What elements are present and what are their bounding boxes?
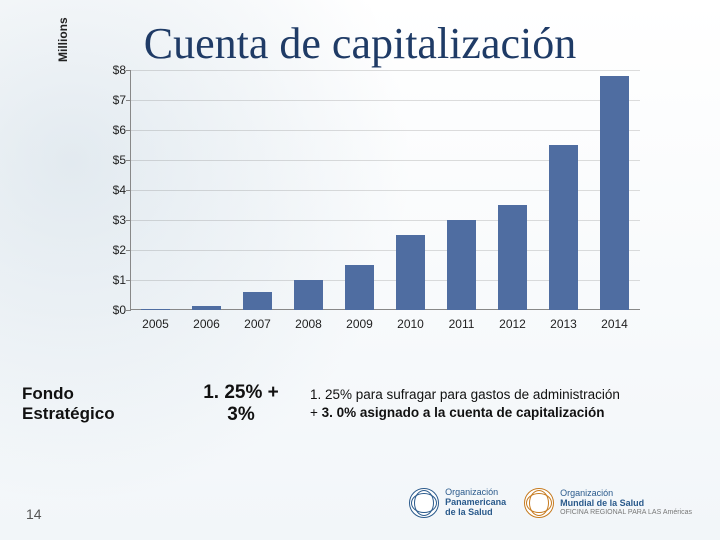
y-axis-title: Millions [56, 17, 70, 62]
bar [396, 235, 424, 310]
who-logo-text: Organización Mundial de la Salud OFICINA… [560, 489, 692, 516]
paho-logo-text: Organización Panamericana de la Salud [445, 488, 506, 518]
x-tick-label: 2014 [601, 317, 628, 331]
bar [141, 309, 169, 311]
info-row: Fondo Estratégico 1. 25% + 3% 1. 25% par… [22, 378, 698, 430]
bar [294, 280, 322, 310]
x-tick-label: 2010 [397, 317, 424, 331]
y-tick-mark [126, 310, 131, 311]
bars-container [130, 70, 640, 310]
fund-name-line2: Estratégico [22, 404, 115, 423]
desc-line2-prefix: + [310, 405, 322, 420]
paho-emblem-icon [409, 488, 439, 518]
x-tick-label: 2012 [499, 317, 526, 331]
x-tick-label: 2011 [449, 317, 475, 331]
pct-line1: 1. 25% + [203, 382, 279, 403]
bar [549, 145, 577, 310]
description: 1. 25% para sufragar para gastos de admi… [310, 386, 698, 421]
bar-chart: Millions $0$1$2$3$4$5$6$7$8 200520062007… [80, 60, 660, 350]
x-tick-label: 2008 [295, 317, 322, 331]
page-number: 14 [26, 506, 42, 522]
footer-logos: Organización Panamericana de la Salud Or… [409, 488, 692, 518]
y-tick-label: $7 [92, 93, 126, 107]
x-tick-label: 2013 [550, 317, 577, 331]
paho-line3: de la Salud [445, 507, 493, 517]
x-tick-label: 2009 [346, 317, 373, 331]
who-emblem-icon [524, 488, 554, 518]
bar [600, 76, 628, 310]
y-tick-label: $4 [92, 183, 126, 197]
pct-line2: 3% [227, 404, 254, 425]
paho-logo: Organización Panamericana de la Salud [409, 488, 506, 518]
who-line1: Organización [560, 488, 613, 498]
desc-line1: 1. 25% para sufragar para gastos de admi… [310, 387, 620, 402]
y-tick-label: $6 [92, 123, 126, 137]
slide: Cuenta de capitalización Millions $0$1$2… [0, 0, 720, 540]
y-tick-label: $2 [92, 243, 126, 257]
paho-line1: Organización [445, 487, 498, 497]
fund-name: Fondo Estratégico [22, 384, 172, 423]
x-tick-label: 2007 [244, 317, 271, 331]
percentages: 1. 25% + 3% [186, 382, 296, 426]
desc-line2-bold: 3. 0% asignado a la cuenta de capitaliza… [322, 405, 605, 420]
who-line2: Mundial de la Salud [560, 498, 644, 508]
bar [345, 265, 373, 310]
bar [498, 205, 526, 310]
who-logo: Organización Mundial de la Salud OFICINA… [524, 488, 692, 518]
y-tick-label: $5 [92, 153, 126, 167]
x-tick-label: 2006 [193, 317, 220, 331]
y-tick-label: $1 [92, 273, 126, 287]
bar [447, 220, 475, 310]
y-tick-label: $0 [92, 303, 126, 317]
who-sub: OFICINA REGIONAL PARA LAS Américas [560, 509, 692, 517]
fund-name-line1: Fondo [22, 384, 74, 403]
bar [192, 306, 220, 311]
x-tick-label: 2005 [142, 317, 169, 331]
y-tick-label: $3 [92, 213, 126, 227]
paho-line2: Panamericana [445, 497, 506, 507]
bar [243, 292, 271, 310]
y-tick-label: $8 [92, 63, 126, 77]
